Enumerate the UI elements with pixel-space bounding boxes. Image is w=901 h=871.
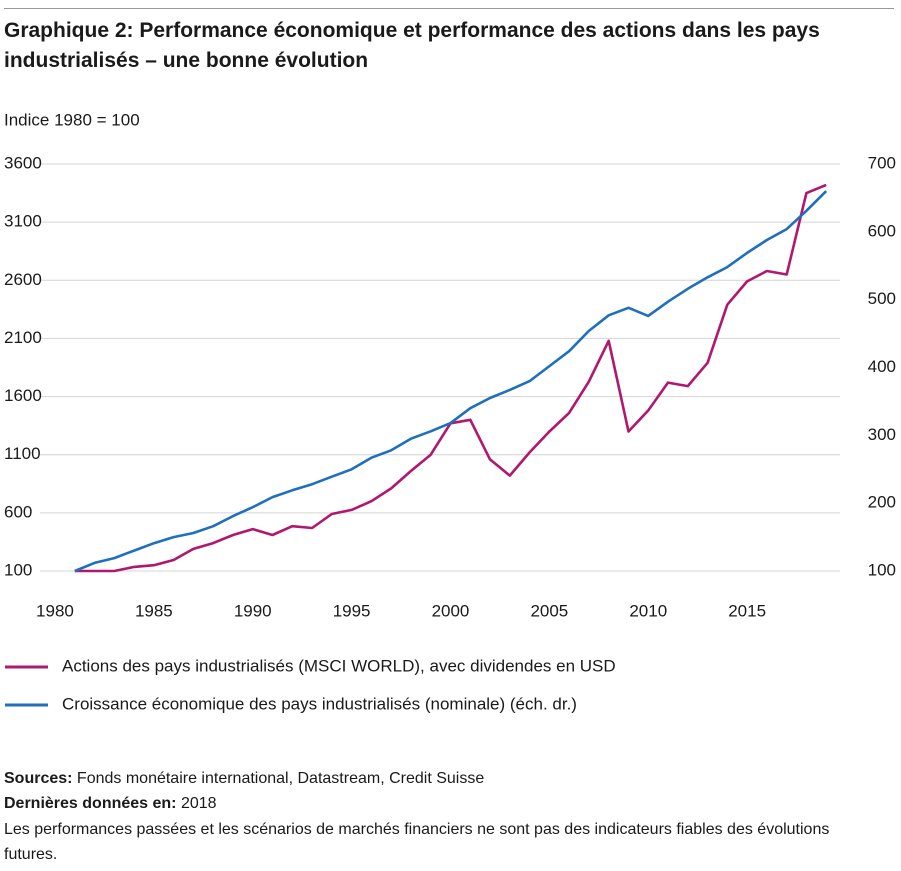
y-tick-label: 1100: [4, 444, 41, 463]
y-tick-label: 600: [4, 502, 32, 521]
y-tick-label: 2600: [4, 270, 42, 289]
legend-label: Actions des pays industrialisés (MSCI WO…: [62, 656, 616, 675]
y2-tick-label: 200: [868, 493, 896, 512]
y2-tick-label: 400: [868, 357, 896, 376]
x-tick-label: 2000: [432, 601, 470, 620]
sources: Sources: Fonds monétaire international, …: [4, 766, 874, 791]
y2-tick-label: 300: [868, 425, 896, 444]
y-tick-label: 3600: [4, 153, 42, 172]
y2-tick-label: 600: [868, 221, 896, 240]
y2-tick-label: 700: [868, 153, 896, 172]
x-tick-label: 1990: [234, 601, 272, 620]
x-tick-label: 1980: [36, 601, 74, 620]
x-tick-label: 1985: [135, 601, 173, 620]
last-data-text: 2018: [180, 795, 217, 812]
legend-label: Croissance économique des pays industria…: [62, 694, 577, 713]
chart: Indice 1980 = 100 100 600 1100 1600 2100 2600…: [4, 110, 896, 713]
y-tick-label: 1600: [4, 386, 42, 405]
series-line: [74, 190, 828, 573]
disclaimer: Les performances passées et les scénario…: [4, 821, 830, 863]
x-tick-label: 2015: [728, 601, 766, 620]
y-axis-label: Indice 1980 = 100: [4, 110, 140, 129]
x-tick-label: 2010: [629, 601, 667, 620]
y2-tick-label: 100: [868, 560, 896, 579]
sources-label: Sources:: [4, 770, 73, 787]
y2-tick-label: 500: [868, 289, 896, 308]
last-data: Dernières données en: 2018: [4, 791, 874, 816]
top-rule: [4, 8, 894, 9]
y-tick-label: 100: [4, 560, 32, 579]
y-tick-label: 3100: [4, 212, 42, 231]
x-tick-label: 2005: [530, 601, 568, 620]
last-data-label: Dernières données en:: [4, 795, 177, 812]
x-tick-label: 1995: [333, 601, 371, 620]
chart-title: Graphique 2: Performance économique et p…: [4, 19, 820, 72]
sources-text: Fonds monétaire international, Datastrea…: [76, 770, 485, 787]
y-tick-label: 2100: [4, 328, 42, 347]
